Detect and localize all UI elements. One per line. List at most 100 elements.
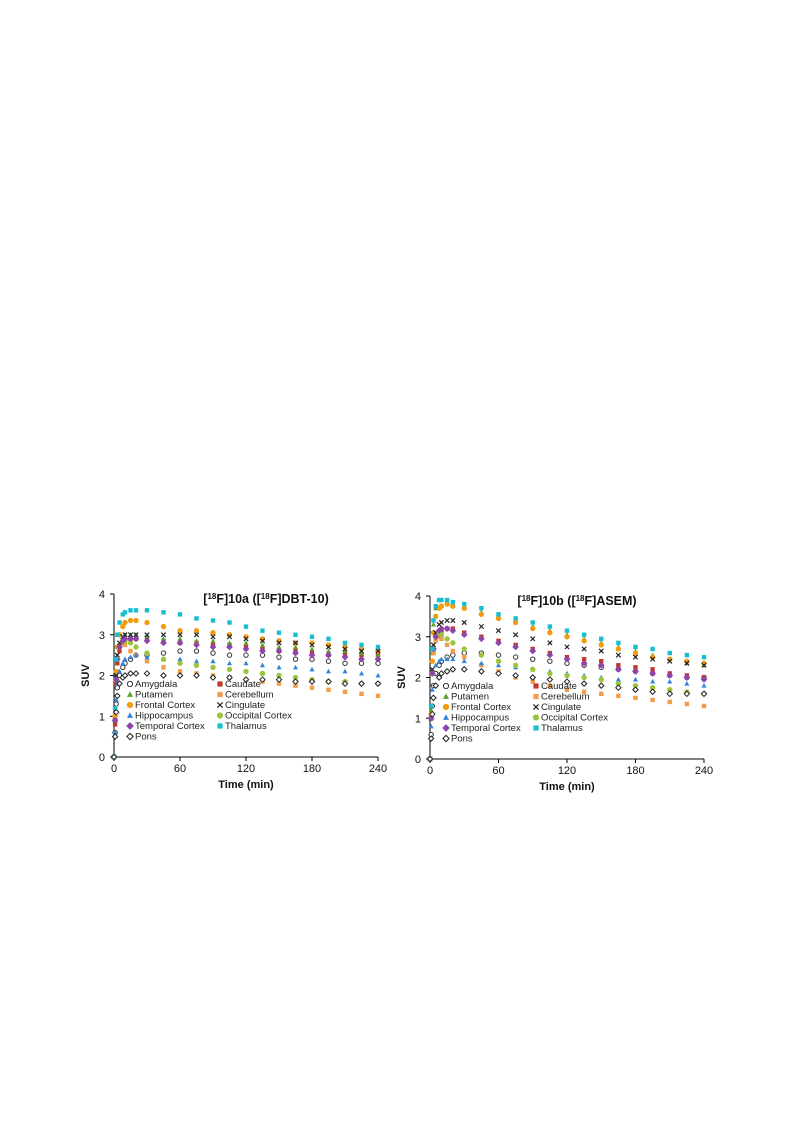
data-point <box>342 640 348 646</box>
data-point <box>433 662 439 668</box>
data-point <box>177 660 183 666</box>
data-point <box>666 672 674 679</box>
data-point <box>309 634 315 639</box>
data-point <box>293 632 298 637</box>
data-point <box>444 656 450 662</box>
data-point <box>160 672 167 679</box>
legend-marker <box>217 681 223 687</box>
data-point <box>260 628 265 633</box>
data-point <box>615 652 621 658</box>
chart-title: [18F]10b ([18F]ASEM) <box>517 594 636 609</box>
data-point <box>598 676 604 683</box>
data-point <box>444 642 450 648</box>
legend-label: Frontal Cortex <box>135 700 195 711</box>
series-thalamus <box>111 608 381 760</box>
data-point <box>143 637 151 645</box>
title-superscript: 18 <box>576 594 585 603</box>
data-point <box>513 632 519 638</box>
data-point <box>700 676 708 683</box>
data-point <box>495 652 502 658</box>
x-tick-label: 60 <box>492 765 504 777</box>
data-point <box>375 648 381 654</box>
y-tick-label: 3 <box>415 632 421 644</box>
data-point <box>495 639 502 647</box>
data-point <box>495 628 502 634</box>
data-point <box>375 672 381 678</box>
data-point <box>597 682 605 689</box>
data-point <box>132 635 140 643</box>
data-point <box>430 621 436 627</box>
data-point <box>293 683 298 688</box>
data-point <box>210 664 216 671</box>
data-point <box>210 650 216 656</box>
legend-label: Occipital Cortex <box>541 713 608 724</box>
data-point <box>112 729 118 735</box>
legend-label: Caudate <box>225 679 261 690</box>
data-point <box>564 644 570 650</box>
data-point <box>160 636 167 641</box>
data-point <box>450 599 456 605</box>
data-point <box>243 640 249 645</box>
legend-marker <box>442 734 450 743</box>
data-point <box>443 668 451 675</box>
data-point <box>650 697 655 703</box>
data-point <box>450 640 456 646</box>
y-tick-label: 1 <box>415 713 421 725</box>
data-point <box>546 676 554 683</box>
data-point <box>325 678 332 685</box>
data-point <box>193 641 200 649</box>
data-point <box>132 670 140 677</box>
data-point <box>342 648 348 654</box>
series-pons <box>110 670 382 761</box>
data-point <box>227 620 232 625</box>
data-point <box>632 654 639 660</box>
data-point <box>177 612 183 617</box>
data-point <box>133 644 139 650</box>
data-point <box>210 634 216 640</box>
data-point <box>243 624 249 629</box>
data-point <box>478 660 484 666</box>
data-point <box>512 619 519 626</box>
data-point <box>194 616 199 621</box>
data-point <box>177 627 183 634</box>
title-text: [ <box>203 592 208 606</box>
legend-label: Cingulate <box>225 700 265 711</box>
legend-label: Putamen <box>135 690 173 701</box>
data-point <box>564 672 570 679</box>
data-point <box>462 601 467 607</box>
data-point <box>650 678 656 684</box>
data-point <box>512 643 519 651</box>
data-point <box>512 672 519 679</box>
data-point <box>121 672 129 679</box>
data-point <box>193 638 200 643</box>
data-point <box>358 650 365 656</box>
y-tick-label: 4 <box>99 589 105 601</box>
data-point <box>428 703 434 709</box>
data-point <box>209 674 217 681</box>
data-point <box>427 735 435 742</box>
y-axis-label: SUV <box>396 666 408 689</box>
data-point <box>436 634 442 639</box>
data-point <box>530 679 535 684</box>
data-point <box>478 635 485 643</box>
data-point <box>615 646 622 652</box>
x-tick-label: 0 <box>111 763 117 775</box>
title-superscript: 18 <box>261 592 270 601</box>
data-point <box>598 642 604 648</box>
data-point <box>359 642 364 648</box>
data-point <box>512 654 519 660</box>
legend-marker <box>533 725 539 731</box>
data-point <box>325 648 332 654</box>
data-point <box>632 668 639 675</box>
legend-label: Pons <box>135 732 157 743</box>
data-point <box>684 680 690 686</box>
data-point <box>275 647 283 655</box>
legend-label: Amygdala <box>451 681 494 692</box>
x-tick-label: 180 <box>626 765 644 777</box>
data-point <box>292 656 299 662</box>
data-point <box>115 661 120 666</box>
data-point <box>226 666 233 673</box>
data-point <box>495 662 502 668</box>
